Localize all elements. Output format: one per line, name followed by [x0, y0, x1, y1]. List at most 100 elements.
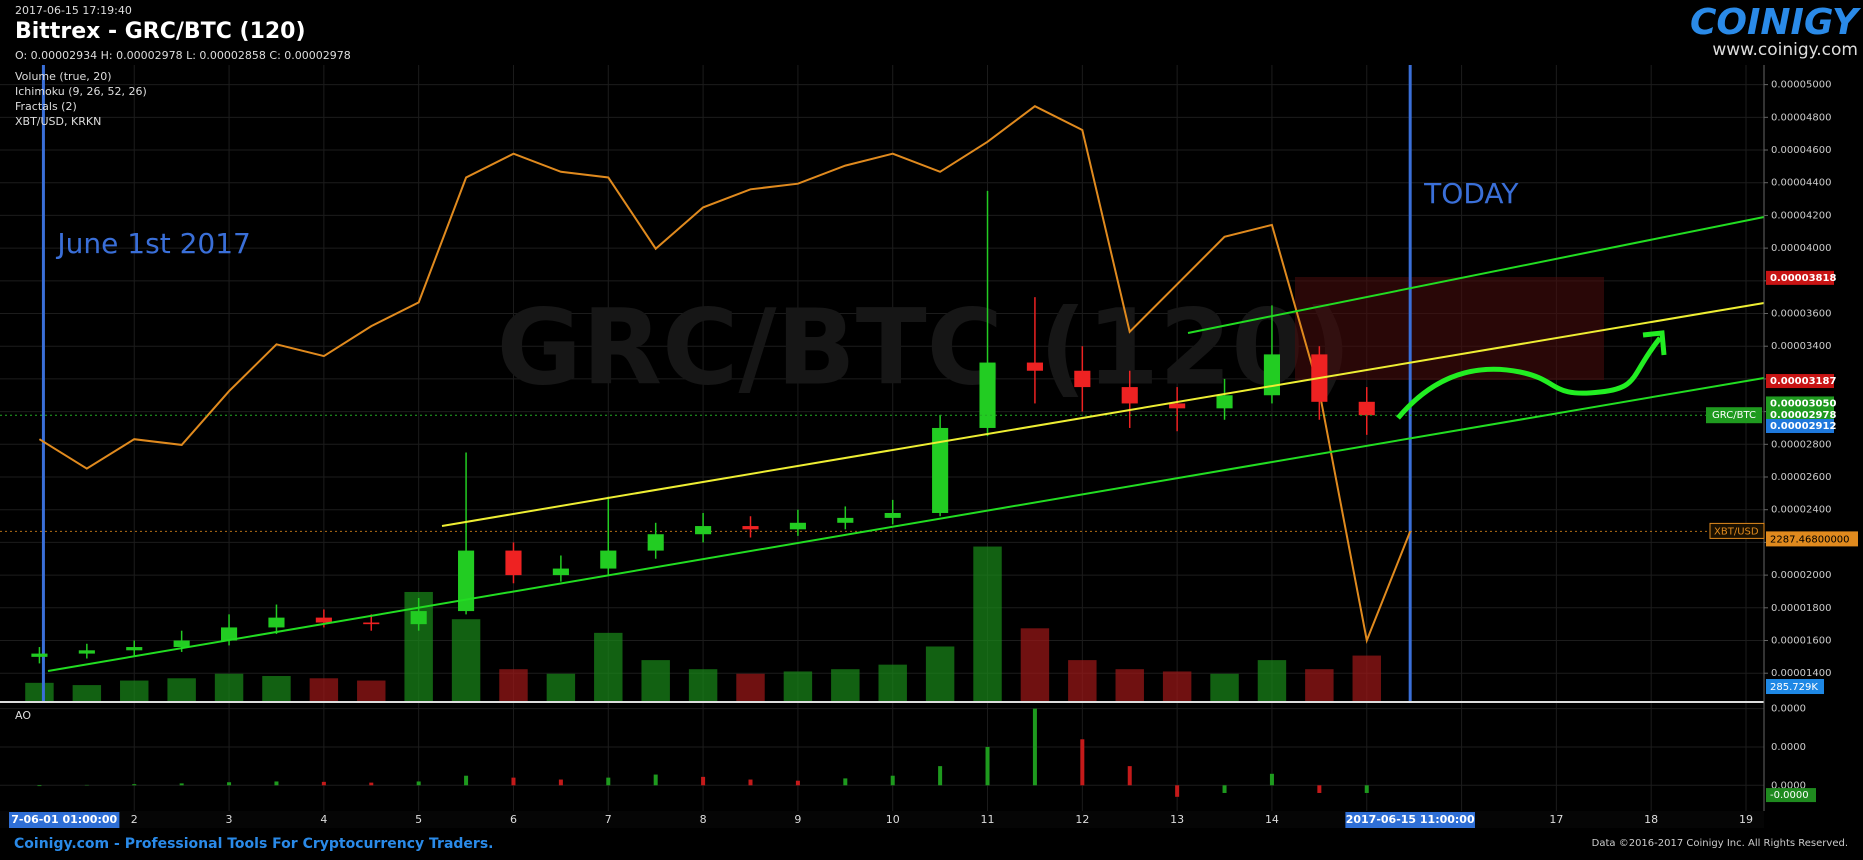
- candle-body: [78, 650, 95, 654]
- candle-body: [1121, 387, 1138, 404]
- y-tick-label: 0.00001400: [1771, 668, 1831, 679]
- marker-label: TODAY: [1423, 177, 1519, 210]
- current-name: GRC/BTC: [1712, 410, 1756, 421]
- indicator: Volume (true, 20): [15, 70, 112, 83]
- candle-body: [173, 640, 190, 648]
- ao-bar: [606, 777, 611, 786]
- candle-body: [126, 647, 143, 651]
- x-tick-label: 8: [700, 813, 707, 826]
- candle-body: [1216, 395, 1233, 409]
- x-tick-label: 4: [320, 813, 327, 826]
- volume-bar: [1068, 660, 1097, 701]
- ao-bar: [701, 776, 706, 786]
- trend-line: [441, 302, 1765, 527]
- x-tick-label: 3: [226, 813, 233, 826]
- x-tick-label: 5: [415, 813, 422, 826]
- y-tick-label: 0.00004600: [1771, 145, 1831, 156]
- candle-body: [363, 622, 380, 625]
- volume-bar: [1305, 669, 1334, 701]
- forecast-arrow: [1396, 336, 1662, 420]
- candle-body: [552, 568, 569, 576]
- overlay-tag-label: 2287.46800000: [1770, 534, 1850, 545]
- ao-bar: [1080, 739, 1085, 786]
- candle-body: [884, 512, 901, 518]
- overlay-line: [38, 105, 1412, 644]
- ao-tick-label: 0.0000: [1771, 742, 1806, 753]
- price-tag: [1766, 396, 1834, 411]
- x-tick-label: 7: [605, 813, 612, 826]
- ao-bar: [843, 778, 848, 786]
- ao-bar: [985, 746, 990, 786]
- trend-line: [1187, 216, 1765, 334]
- volume-bar: [451, 619, 481, 701]
- volume-bar: [641, 660, 670, 701]
- ao-bar: [179, 783, 184, 786]
- candle-body: [1263, 354, 1281, 396]
- volume-bar: [72, 685, 102, 701]
- x-tick-label: 17: [1549, 813, 1563, 826]
- candle-body: [31, 653, 48, 657]
- ao-tick-label: 0.0000: [1771, 780, 1806, 791]
- candle-body: [1074, 370, 1091, 388]
- x-date-box: [1345, 812, 1475, 828]
- volume-bar: [973, 546, 1002, 701]
- price-tag-label: 0.00002978: [1770, 410, 1836, 421]
- candle-body: [789, 522, 806, 530]
- volume-bar: [1162, 671, 1192, 701]
- ao-bar: [748, 779, 753, 786]
- y-tick-label: 0.00004800: [1771, 112, 1831, 123]
- volume-bar: [688, 669, 718, 701]
- ao-title: AO: [15, 709, 31, 722]
- ao-bar: [1175, 785, 1180, 797]
- ao-bar: [37, 785, 42, 787]
- price-tag: [1766, 270, 1834, 285]
- candle-body: [458, 550, 475, 612]
- candle-body: [979, 362, 996, 428]
- ao-bar: [1127, 766, 1132, 786]
- candle-body: [410, 611, 427, 625]
- ao-bar: [938, 766, 943, 786]
- volume-bar: [1352, 655, 1381, 701]
- x-axis-bar: [0, 811, 1764, 828]
- candle-body: [315, 617, 332, 623]
- price-tag-label: 0.00003818: [1770, 273, 1836, 284]
- y-tick-label: 0.00004000: [1771, 243, 1831, 254]
- y-tick-label: 0.00002800: [1771, 439, 1831, 450]
- y-tick-label: 0.00002400: [1771, 505, 1831, 516]
- candle-body: [742, 526, 759, 530]
- volume-bar: [120, 680, 149, 701]
- marker-label: June 1st 2017: [55, 227, 250, 260]
- price-tag: [1766, 408, 1834, 423]
- volume-bar: [783, 671, 813, 701]
- x-tick-label: 11: [981, 813, 995, 826]
- ao-tick-label: 0.0000: [1771, 704, 1806, 715]
- x-tick-label: 6: [510, 813, 517, 826]
- plot: [0, 65, 1764, 797]
- ao-bar: [511, 777, 516, 786]
- y-tick-label: 0.00001600: [1771, 636, 1831, 647]
- price-tag-label: 0.00003187: [1770, 376, 1836, 387]
- ao-bar: [890, 775, 895, 786]
- volume-bar: [736, 673, 765, 701]
- x-tick-label: 13: [1170, 813, 1184, 826]
- candle-body: [505, 550, 522, 576]
- ao-bar: [1222, 785, 1227, 793]
- volume-tag: [1766, 679, 1824, 695]
- ao-bar: [416, 781, 421, 786]
- y-tick-label: 0.00001800: [1771, 603, 1831, 614]
- x-tick-label: 18: [1644, 813, 1658, 826]
- candle-body: [1026, 362, 1043, 371]
- ohlc: O: 0.00002934 H: 0.00002978 L: 0.0000285…: [15, 49, 351, 62]
- ao-bar: [321, 781, 326, 786]
- ao-bar: [558, 779, 563, 786]
- x-date-label: 7-06-01 01:00:00: [11, 813, 117, 826]
- volume-bar: [499, 669, 528, 701]
- brand-url: www.coinigy.com: [1712, 40, 1858, 60]
- price-tag-label: 0.00003050: [1770, 398, 1836, 409]
- footer-tagline[interactable]: Coinigy.com - Professional Tools For Cry…: [14, 836, 493, 852]
- volume-bar: [1210, 673, 1239, 701]
- y-tick-label: 0.00003600: [1771, 309, 1831, 320]
- footer-copyright: Data ©2016-2017 Coinigy Inc. All Rights …: [1592, 838, 1848, 849]
- candle-body: [1169, 403, 1186, 409]
